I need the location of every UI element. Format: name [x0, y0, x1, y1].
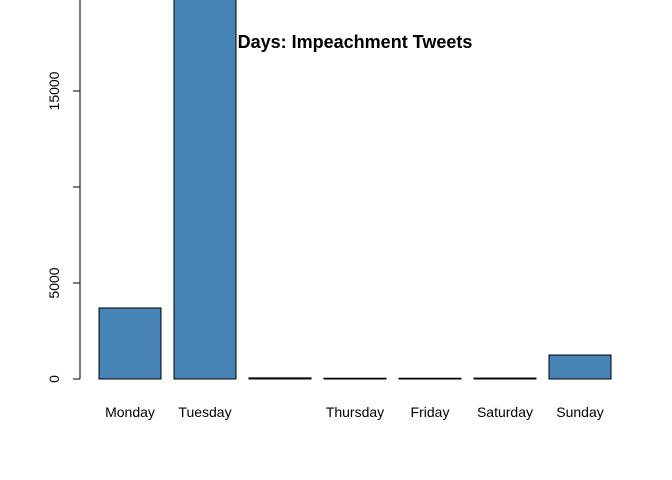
x-category-label: Monday	[105, 404, 155, 420]
bar-monday	[98, 307, 162, 380]
bar-sunday	[548, 354, 612, 380]
y-axis: 050001500025000	[46, 0, 81, 383]
bar-thursday	[323, 377, 387, 380]
x-category-label: Tuesday	[178, 404, 231, 420]
x-category-label: Sunday	[556, 404, 603, 420]
x-category-label: Friday	[411, 404, 450, 420]
x-category-label: Saturday	[477, 404, 533, 420]
y-tick-label: 5000	[46, 267, 62, 298]
y-tick-label: 0	[46, 375, 62, 383]
x-axis-labels: Monday Tuesday Thursday Friday Saturday Sunda…	[105, 404, 604, 420]
x-category-label: Thursday	[326, 404, 384, 420]
bar-tuesday	[173, 0, 237, 380]
bar-unlabeled	[248, 377, 312, 380]
bar-friday	[398, 377, 462, 380]
bar-saturday	[473, 377, 537, 380]
bars	[98, 0, 612, 380]
chart-title: Days: Impeachment Tweets	[238, 32, 473, 52]
y-tick-label: 15000	[46, 71, 62, 110]
